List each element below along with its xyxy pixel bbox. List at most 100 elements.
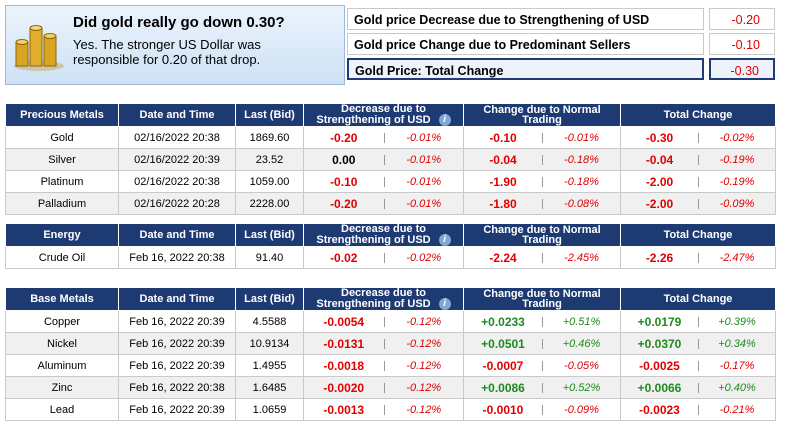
column-title: Date and Time [139, 109, 215, 121]
column-title: Energy [43, 229, 81, 241]
column-header: Date and Time [118, 287, 236, 311]
cell: Zinc [5, 376, 119, 399]
column-header: Change due to Normal Trading [463, 287, 621, 311]
info-icon: i [438, 114, 451, 126]
change-cell: -0.30 -0.02% [620, 126, 776, 149]
cell: 1.6485 [235, 376, 304, 399]
change-value: 0.00 [332, 152, 356, 167]
change-pair: -1.90 -0.18% [464, 175, 620, 189]
column-header: Last (Bid) [235, 223, 304, 247]
data-row: Lead Feb 16, 2022 20:39 1.0659 -0.0013 -0.12… [5, 398, 776, 421]
summary: Gold price Decrease due to Strengthening… [347, 5, 775, 83]
cell: 1.4955 [235, 354, 304, 377]
info-icon: i [438, 298, 451, 310]
cell: 1869.60 [235, 126, 304, 149]
change-pair: -0.04 -0.19% [621, 153, 775, 167]
change-cell: -2.00 -0.09% [620, 192, 776, 215]
divider [383, 382, 385, 393]
divider [383, 176, 385, 187]
summary-value: -0.10 [709, 33, 775, 55]
change-pct: -0.01% [406, 175, 442, 188]
change-pair: -1.80 -0.08% [464, 197, 620, 211]
change-cell: +0.0066 +0.40% [620, 376, 776, 399]
column-title: Total Change [663, 229, 733, 241]
change-cell: -0.0018 -0.12% [303, 354, 464, 377]
change-pair: -0.30 -0.02% [621, 131, 775, 145]
change-pair: -2.00 -0.19% [621, 175, 775, 189]
change-value: -2.00 [645, 196, 674, 211]
column-header: Date and Time [118, 103, 236, 127]
divider [698, 382, 699, 393]
data-row: Silver 02/16/2022 20:39 23.52 0.00 -0.01% -0.… [5, 148, 776, 171]
change-value: -1.80 [489, 196, 517, 211]
column-header: Total Change [620, 223, 776, 247]
change-cell: -0.02 -0.02% [303, 246, 464, 269]
column-title: Date and Time [139, 293, 215, 305]
change-pct: -0.09% [719, 197, 755, 210]
change-cell: -0.0010 -0.09% [463, 398, 621, 421]
change-value: -0.0010 [482, 402, 524, 417]
column-header: Total Change [620, 287, 776, 311]
column-header: Total Change [620, 103, 776, 127]
divider [698, 154, 699, 165]
headline-box: Did gold really go down 0.30? Yes. The s… [5, 5, 345, 85]
column-title: Last (Bid) [244, 229, 295, 241]
change-pct: -0.12% [406, 403, 442, 416]
change-pct: -0.01% [406, 153, 442, 166]
divider [698, 360, 699, 371]
change-pct: -2.47% [719, 251, 755, 264]
change-value: +0.0501 [481, 336, 525, 351]
cell: Feb 16, 2022 20:39 [118, 332, 236, 355]
change-value: -0.0025 [639, 358, 680, 373]
data-row: Palladium 02/16/2022 20:28 2228.00 -0.20 -0.… [5, 192, 776, 215]
change-pair: -0.20 -0.01% [304, 197, 463, 211]
column-title: Base Metals [30, 293, 94, 305]
cell: 2228.00 [235, 192, 304, 215]
change-value: -0.30 [645, 130, 674, 145]
change-pair: 0.00 -0.01% [304, 153, 463, 167]
cell: 02/16/2022 20:39 [118, 148, 236, 171]
divider [383, 360, 385, 371]
header-row: Energy Date and Time Last (Bid) Decrease du… [5, 223, 776, 247]
change-pair: -2.26 -2.47% [621, 251, 775, 265]
change-pair: -0.0023 -0.21% [621, 403, 775, 417]
column-header: Last (Bid) [235, 103, 304, 127]
gold-icon [14, 25, 64, 71]
header-row: Base Metals Date and Time Last (Bid) Decrea… [5, 287, 776, 311]
divider [383, 404, 385, 415]
change-pair: -0.0007 -0.05% [464, 359, 620, 373]
change-value: -0.0013 [323, 402, 365, 417]
column-header: Date and Time [118, 223, 236, 247]
change-value: +0.0233 [481, 314, 525, 329]
change-pct: -0.02% [719, 131, 755, 144]
change-value: -2.00 [645, 174, 674, 189]
cell: Copper [5, 310, 119, 333]
data-row: Crude Oil Feb 16, 2022 20:38 91.40 -0.02 -0.… [5, 246, 776, 269]
cell: 02/16/2022 20:38 [118, 170, 236, 193]
change-value: -2.24 [489, 250, 517, 265]
column-header: Base Metals [5, 287, 119, 311]
change-cell: +0.0179 +0.39% [620, 310, 776, 333]
column-title: Date and Time [139, 229, 215, 241]
summary-value: -0.30 [709, 58, 775, 80]
change-pct: -0.17% [719, 359, 755, 372]
change-pair: -2.00 -0.09% [621, 197, 775, 211]
change-pct: -2.45% [564, 251, 599, 264]
cell: Crude Oil [5, 246, 119, 269]
change-pair: -0.0020 -0.12% [304, 381, 463, 395]
change-cell: -1.80 -0.08% [463, 192, 621, 215]
change-pct: -0.18% [564, 175, 599, 188]
change-value: -0.10 [330, 174, 358, 189]
column-title: Last (Bid) [244, 109, 295, 121]
summary-row: Gold Price: Total Change -0.30 [347, 58, 775, 82]
header-row: Precious Metals Date and Time Last (Bid) De… [5, 103, 776, 127]
change-cell: -0.0025 -0.17% [620, 354, 776, 377]
divider [383, 252, 385, 263]
change-pair: +0.0501 +0.46% [464, 337, 620, 351]
data-row: Zinc Feb 16, 2022 20:38 1.6485 -0.0020 -0.12… [5, 376, 776, 399]
divider [542, 176, 543, 187]
change-pct: +0.52% [562, 381, 601, 394]
change-cell: +0.0086 +0.52% [463, 376, 621, 399]
change-value: -0.0018 [323, 358, 365, 373]
change-pair: -0.0010 -0.09% [464, 403, 620, 417]
